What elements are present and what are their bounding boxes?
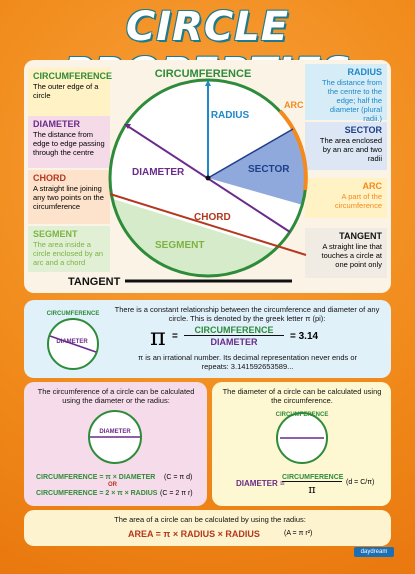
diameter-box-heading: DIAMETER (33, 119, 80, 129)
radius-arrow-icon (205, 80, 211, 86)
chord-box: CHORD A straight line joining any two po… (28, 170, 110, 224)
diameter-formula-short: (d = C/π) (346, 479, 375, 486)
pi-diagram-circumference-label: CIRCUMFERENCE (47, 311, 100, 317)
chord-box-heading: CHORD (33, 173, 66, 183)
circumference-diagram-diameter-label: DIAMETER (99, 429, 131, 435)
sector-radius-line (207, 128, 294, 179)
circumference-intro-text: The circumference of a circle can be cal… (37, 387, 195, 406)
tangent-box: TANGENT A straight line that touches a c… (305, 228, 387, 278)
radius-box-text: The distance from the centre to the edge… (321, 77, 382, 123)
area-intro-text: The area of a circle can be calculated b… (114, 515, 306, 524)
diameter-diagram: CIRCUMFERENCE (276, 412, 329, 464)
pi-diagram: CIRCUMFERENCE DIAMETER (47, 311, 100, 370)
diameter-formula-numerator: CIRCUMFERENCE (282, 474, 344, 482)
sector-box-heading: SECTOR (344, 125, 382, 135)
diameter-diagram-circumference-label: CIRCUMFERENCE (276, 412, 329, 418)
pi-intro-text: There is a constant relationship between… (114, 305, 380, 324)
circumference-box-heading: CIRCUMFERENCE (33, 71, 113, 81)
label-circumference: CIRCUMFERENCE (155, 68, 252, 80)
segment-box: SEGMENT The area inside a circle enclose… (28, 226, 110, 272)
arc-highlight (278, 109, 308, 191)
sector-box-text: The area enclosed by an arc and two radi… (319, 135, 382, 163)
diameter-formula-lhs: DIAMETER = (236, 479, 285, 488)
centre-point (205, 175, 211, 181)
pi-diagram-diameter-label: DIAMETER (56, 339, 88, 345)
label-arc: ARC (284, 100, 304, 110)
diameter-box-text: The distance from edge to edge passing t… (33, 129, 105, 157)
label-chord: CHORD (194, 212, 231, 223)
arc-box: ARC A part of the circumference (305, 178, 387, 218)
diameter-box: DIAMETER The distance from edge to edge … (28, 116, 110, 168)
tangent-box-heading: TANGENT (339, 231, 382, 241)
chord-box-text: A straight line joining any two points o… (33, 183, 104, 211)
label-radius: RADIUS (211, 110, 250, 121)
pi-equals: = (172, 331, 178, 342)
segment-box-text: The area inside a circle enclosed by an … (33, 239, 104, 267)
label-tangent: TANGENT (68, 276, 121, 288)
circumference-diagram: DIAMETER (88, 410, 142, 464)
circumference-formula-2: CIRCUMFERENCE = 2 × π × RADIUS (36, 490, 158, 497)
chord-line (109, 193, 307, 256)
diameter-intro-text: The diameter of a circle can be calculat… (222, 387, 382, 406)
pi-numerator: CIRCUMFERENCE (184, 325, 284, 336)
tangent-box-text: A straight line that touches a circle at… (321, 241, 382, 269)
label-sector: SECTOR (248, 164, 290, 175)
pi-denominator: DIAMETER (210, 337, 258, 347)
label-diameter: DIAMETER (132, 167, 185, 178)
arc-box-heading: ARC (362, 181, 383, 191)
area-panel (24, 510, 391, 546)
radius-box: RADIUS The distance from the centre to t… (305, 64, 387, 123)
pi-value: = 3.14 (290, 331, 319, 342)
pi-diameter-line (49, 335, 97, 353)
circumference-or: OR (108, 482, 117, 488)
segment-box-heading: SEGMENT (33, 229, 78, 239)
sector-box: SECTOR The area enclosed by an arc and t… (305, 122, 387, 170)
diameter-arrow-icon (124, 124, 131, 129)
pi-irrational-text: π is an irrational number. Its decimal r… (137, 353, 358, 372)
radius-box-heading: RADIUS (347, 67, 382, 77)
circumference-box-text: The outer edge of a circle (33, 81, 99, 100)
circumference-formula-2-short: (C = 2 π r) (160, 490, 193, 497)
circumference-box: CIRCUMFERENCE The outer edge of a circle (28, 68, 113, 116)
label-segment: SEGMENT (155, 240, 204, 251)
circumference-formula-1: CIRCUMFERENCE = π × DIAMETER (36, 474, 156, 481)
pi-symbol: π (150, 323, 166, 351)
diameter-formula-denominator: π (308, 483, 316, 496)
circumference-formula-1-short: (C = π d) (164, 474, 193, 481)
arc-box-text: A part of the circumference (334, 191, 382, 210)
sector-shape (208, 129, 307, 205)
pi-formula: π = CIRCUMFERENCE DIAMETER = 3.14 (150, 323, 370, 351)
area-formula: AREA = π × RADIUS × RADIUS (128, 529, 260, 539)
daydream-logo: daydream (354, 547, 394, 557)
area-formula-short: (A = π r²) (284, 530, 313, 537)
